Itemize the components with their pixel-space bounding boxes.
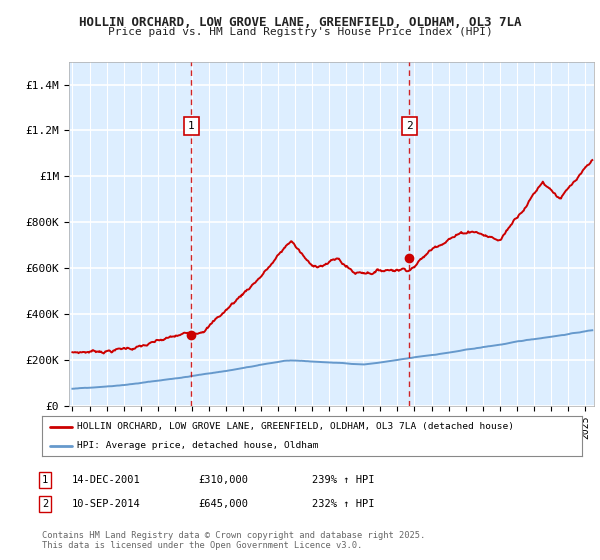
Text: HOLLIN ORCHARD, LOW GROVE LANE, GREENFIELD, OLDHAM, OL3 7LA (detached house): HOLLIN ORCHARD, LOW GROVE LANE, GREENFIE…: [77, 422, 514, 431]
Text: 232% ↑ HPI: 232% ↑ HPI: [312, 499, 374, 509]
Text: £645,000: £645,000: [198, 499, 248, 509]
Text: Price paid vs. HM Land Registry's House Price Index (HPI): Price paid vs. HM Land Registry's House …: [107, 27, 493, 37]
Text: HPI: Average price, detached house, Oldham: HPI: Average price, detached house, Oldh…: [77, 441, 319, 450]
Text: 1: 1: [188, 121, 195, 131]
Text: £310,000: £310,000: [198, 475, 248, 485]
Text: 14-DEC-2001: 14-DEC-2001: [72, 475, 141, 485]
Text: 1: 1: [42, 475, 48, 485]
Text: 2: 2: [42, 499, 48, 509]
Text: 2: 2: [406, 121, 413, 131]
Text: 10-SEP-2014: 10-SEP-2014: [72, 499, 141, 509]
Text: 239% ↑ HPI: 239% ↑ HPI: [312, 475, 374, 485]
Text: HOLLIN ORCHARD, LOW GROVE LANE, GREENFIELD, OLDHAM, OL3 7LA: HOLLIN ORCHARD, LOW GROVE LANE, GREENFIE…: [79, 16, 521, 29]
Text: Contains HM Land Registry data © Crown copyright and database right 2025.
This d: Contains HM Land Registry data © Crown c…: [42, 531, 425, 550]
